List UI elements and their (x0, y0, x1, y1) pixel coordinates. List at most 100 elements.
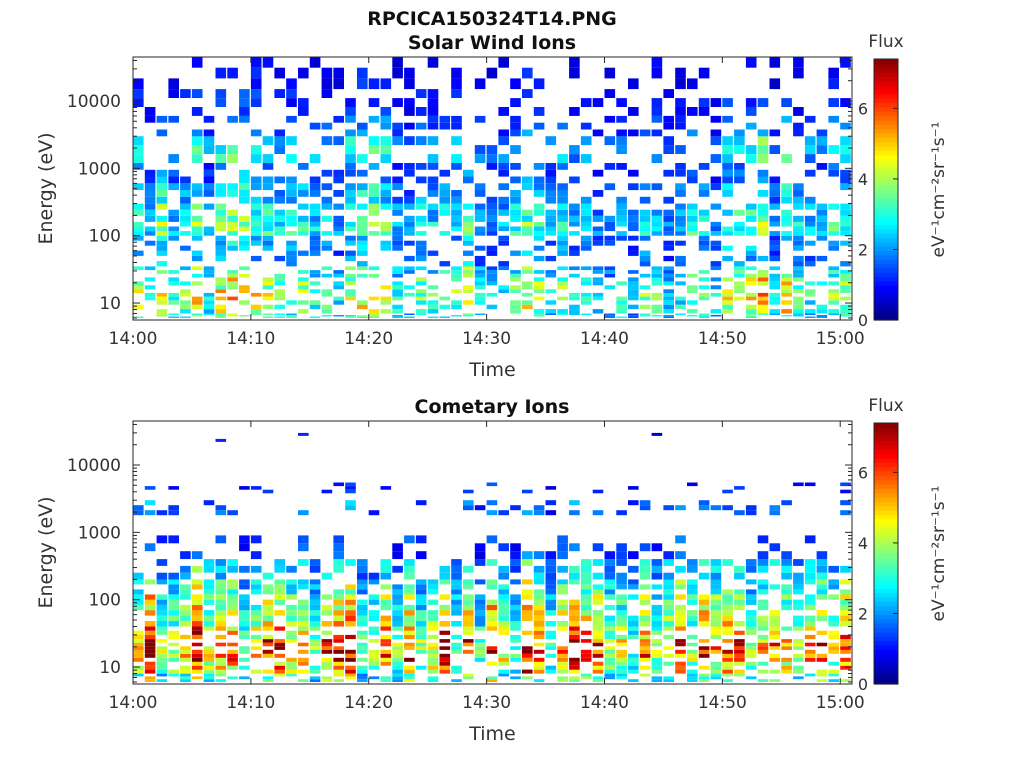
heatmap-cell (840, 309, 851, 314)
heatmap-cell (392, 551, 403, 560)
heatmap-cell (427, 579, 439, 585)
heatmap-cell (486, 209, 498, 216)
heatmap-cell (486, 599, 498, 605)
heatmap-cell (368, 316, 380, 318)
heatmap-cell (580, 565, 592, 573)
heatmap-cell (781, 221, 792, 227)
heatmap-cell (415, 203, 427, 210)
heatmap-cell (274, 565, 285, 573)
heatmap-cell (722, 231, 733, 236)
heatmap-cell (616, 599, 627, 605)
heatmap-cell (804, 673, 816, 677)
heatmap-cell (840, 304, 851, 310)
heatmap-cell (203, 273, 215, 278)
heatmap-cell (144, 215, 156, 222)
heatmap-cell (639, 255, 651, 262)
heatmap-cell (191, 231, 203, 236)
heatmap-cell (569, 309, 580, 314)
heatmap-cell (651, 676, 663, 680)
heatmap-cell (451, 67, 462, 79)
heatmap-cell (545, 599, 557, 605)
heatmap-cell (345, 289, 356, 293)
heatmap-cell (545, 621, 557, 627)
heatmap-cell (439, 657, 451, 662)
heatmap-cell (628, 78, 639, 90)
heatmap-cell (333, 115, 344, 123)
heatmap-cell (392, 589, 403, 595)
heatmap-cell (522, 551, 533, 560)
heatmap-cell (804, 281, 816, 286)
heatmap-cell (522, 67, 533, 79)
heatmap-cell (557, 653, 568, 658)
heatmap-cell (651, 221, 663, 227)
heatmap-cell (368, 657, 380, 662)
heatmap-cell (451, 115, 462, 123)
heatmap-cell (203, 646, 215, 650)
heatmap-cell (710, 115, 722, 123)
heatmap-cell (404, 190, 415, 197)
heatmap-cell (698, 653, 710, 658)
heatmap-cell (168, 292, 179, 297)
heatmap-cell (722, 296, 733, 301)
heatmap-cell (639, 653, 651, 658)
heatmap-cell (816, 630, 828, 635)
heatmap-cell (734, 589, 745, 595)
heatmap-cell (580, 639, 592, 643)
colorbar-segment (874, 557, 898, 563)
heatmap-cell (239, 240, 250, 246)
heatmap-cell (557, 646, 568, 650)
heatmap-cell (828, 221, 839, 227)
heatmap-cell (651, 231, 663, 236)
heatmap-cell (474, 209, 486, 216)
heatmap-cell (380, 584, 392, 590)
heatmap-cell (427, 209, 439, 216)
heatmap-cell (439, 621, 451, 627)
heatmap-cell (651, 209, 663, 216)
heatmap-cell (368, 594, 380, 600)
heatmap-cell (557, 240, 568, 246)
heatmap-cell (675, 98, 686, 107)
heatmap-cell (592, 266, 604, 271)
heatmap-cell (698, 270, 710, 274)
heatmap-cell (745, 107, 757, 116)
heatmap-cell (286, 89, 297, 98)
heatmap-cell (698, 604, 710, 611)
heatmap-cell (592, 231, 604, 236)
heatmap-cell (345, 621, 356, 627)
heatmap-cell (333, 669, 344, 674)
heatmap-cell (250, 203, 262, 210)
heatmap-cell (404, 196, 415, 204)
heatmap-cell (604, 615, 616, 622)
heatmap-cell (545, 255, 557, 262)
heatmap-cell (651, 215, 663, 222)
heatmap-cell (168, 669, 179, 674)
heatmap-cell (463, 599, 474, 605)
heatmap-cell (357, 579, 368, 585)
heatmap-cell (274, 584, 285, 590)
heatmap-cell (734, 621, 745, 627)
heatmap-cell (250, 304, 262, 310)
heatmap-cell (769, 615, 781, 622)
heatmap-cell (569, 500, 580, 506)
heatmap-cell (144, 679, 156, 682)
heatmap-cell (392, 661, 403, 666)
colorbar-segment (874, 531, 898, 537)
heatmap-cell (357, 649, 368, 654)
heatmap-cell (392, 240, 403, 246)
heatmap-cell (357, 235, 368, 241)
heatmap-cell (262, 489, 274, 494)
heatmap-cell (580, 235, 592, 241)
colorbar-segment (874, 636, 898, 642)
heatmap-cell (133, 673, 144, 677)
heatmap-cell (828, 669, 839, 674)
heatmap-cell (639, 196, 651, 204)
heatmap-cell (380, 240, 392, 246)
heatmap-cell (745, 209, 757, 216)
heatmap-cell (203, 313, 215, 315)
heatmap-cell (451, 273, 462, 278)
heatmap-cell (828, 300, 839, 305)
heatmap-cell (592, 669, 604, 674)
heatmap-cell (227, 315, 238, 317)
heatmap-cell (604, 589, 616, 595)
heatmap-cell (569, 203, 580, 210)
